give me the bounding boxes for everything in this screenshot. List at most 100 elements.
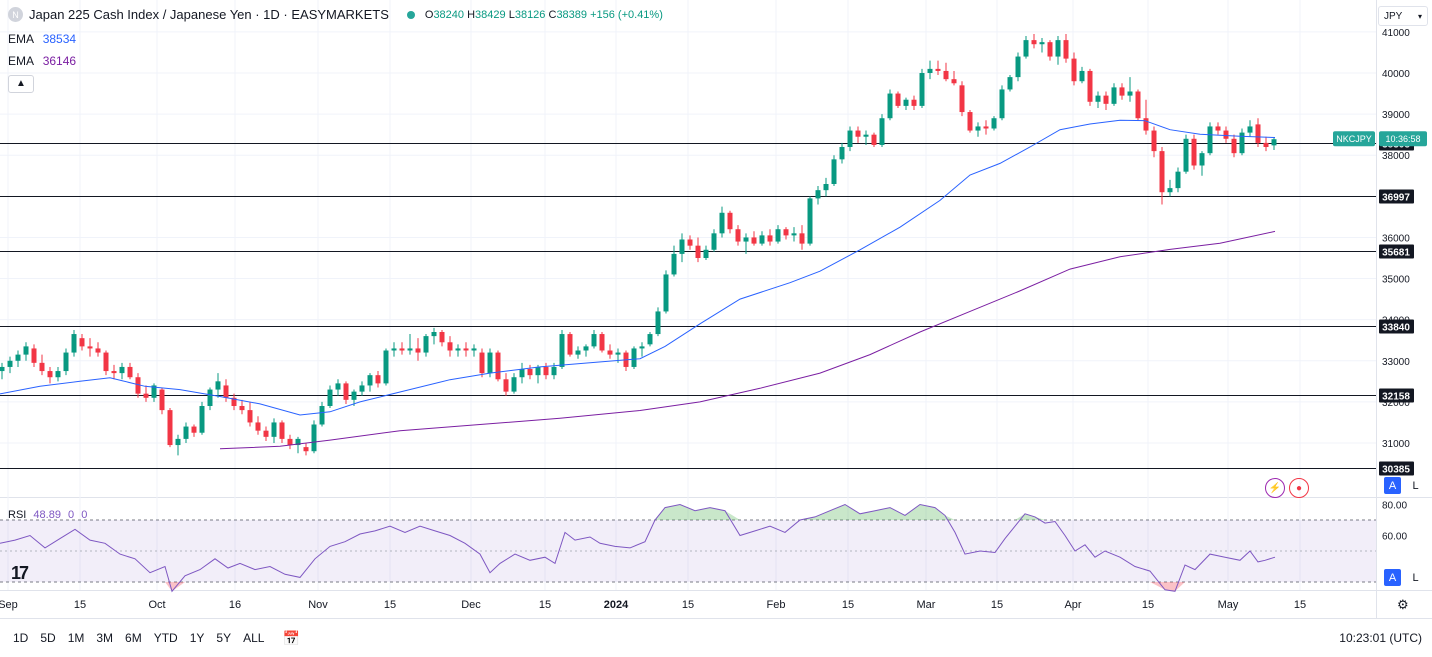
candle-body (71, 334, 77, 353)
price-level-tag (1379, 244, 1414, 259)
candle-body (335, 383, 341, 390)
candle-body (431, 332, 437, 337)
candle-body (135, 377, 141, 394)
y-tick-label: 41000 (1382, 28, 1410, 39)
candle-body (1175, 171, 1181, 189)
candle-body (375, 375, 381, 384)
candle-body (231, 397, 237, 406)
candle-body (223, 385, 229, 398)
candle-body (1039, 42, 1045, 45)
candle-body (863, 134, 869, 137)
time-axis: Sep 15 Oct 16 Nov 15 Dec 15 2024 15 Feb 15 Mar 15 Apr 1… (0, 599, 1306, 611)
candle-body (487, 352, 493, 374)
rsi-pane: 60.00 80.00 (0, 501, 1407, 593)
candle-body (55, 371, 61, 378)
candle-body (959, 85, 965, 113)
chart-background (0, 0, 1432, 618)
candle-body (1247, 126, 1253, 133)
rsi-overbought-fill (710, 507, 725, 520)
range-ytd[interactable]: YTD (153, 631, 178, 645)
range-5y[interactable]: 5Y (216, 631, 232, 645)
symbol-title[interactable]: Japan 225 Cash Index / Japanese Yen · 1D… (29, 7, 389, 22)
candle-body (479, 352, 485, 374)
rsi-overbought-fill (830, 504, 845, 520)
candle-body (407, 348, 413, 351)
bottom-toolbar: 1D 5D 1M 3M 6M YTD 1Y 5Y ALL 📅 10:23:01 … (0, 618, 1432, 657)
candle-body (767, 235, 773, 242)
candle-body (879, 118, 885, 145)
candle-body (647, 334, 653, 345)
candle-body (159, 389, 165, 411)
range-1y[interactable]: 1Y (189, 631, 205, 645)
candle-body (463, 348, 469, 351)
range-3m[interactable]: 3M (96, 631, 114, 645)
candle-body (263, 430, 269, 437)
candle-body (455, 348, 461, 351)
candle-body (1103, 95, 1109, 104)
candle-body (367, 375, 373, 386)
candle-body (167, 410, 173, 446)
ema-legend-1[interactable]: EMA 38534 (8, 32, 76, 46)
rsi-legend[interactable]: RSI 48.89 0 0 (8, 509, 88, 521)
gear-icon[interactable]: ⚙ (1397, 597, 1409, 612)
rsi-oversold-fill (1150, 582, 1165, 590)
calendar-icon[interactable]: 📅 (282, 629, 300, 646)
lightning-icon[interactable]: ⚡ (1265, 478, 1285, 498)
range-1m[interactable]: 1M (67, 631, 85, 645)
utc-clock[interactable]: 10:23:01 (UTC) (1339, 631, 1422, 645)
candle-body (1063, 40, 1069, 59)
ema-lines (0, 119, 1276, 450)
countdown-label: 10:36:58 (1385, 134, 1420, 144)
candle-body (703, 249, 709, 258)
rsi-overbought-fill (1025, 513, 1035, 520)
range-5d[interactable]: 5D (40, 631, 56, 645)
candle-body (63, 352, 69, 372)
currency-selector[interactable]: JPY ▾ (1378, 6, 1428, 26)
candle-body (1007, 77, 1013, 90)
rsi-label: RSI (8, 509, 27, 521)
log-scale-button[interactable]: L (1412, 479, 1419, 492)
candle-body (471, 348, 477, 351)
candle-body (1047, 42, 1053, 57)
price-level-tag (1379, 319, 1414, 334)
candle-body (95, 348, 101, 353)
rsi-oversold-fill (1165, 582, 1175, 592)
candle-body (1079, 70, 1085, 82)
range-6m[interactable]: 6M (125, 631, 142, 645)
candle-body (967, 112, 973, 131)
rsi-log-scale-button[interactable]: L (1412, 571, 1419, 584)
candle-body (255, 422, 261, 431)
candle-series (0, 33, 1277, 456)
candle-body (1183, 138, 1189, 172)
candle-body (639, 346, 645, 349)
candle-body (215, 381, 221, 390)
rsi-auto-scale-button[interactable]: A (1384, 569, 1401, 586)
rsi-overbought-fill (920, 504, 935, 520)
candle-body (999, 89, 1005, 119)
symbol-tag-label: NKCJPY (1336, 134, 1372, 144)
range-all[interactable]: ALL (243, 631, 265, 645)
record-icon[interactable]: ● (1289, 478, 1309, 498)
candle-body (983, 126, 989, 129)
x-tick-label: 16 (229, 599, 241, 611)
rsi-y-tick-label: 80.00 (1382, 501, 1407, 512)
price-level-label: 30385 (1382, 465, 1410, 476)
candle-body (311, 424, 317, 452)
candle-body (191, 426, 197, 433)
candle-body (103, 352, 109, 372)
candle-body (143, 393, 149, 398)
rsi-overbought-fill (935, 507, 945, 520)
candle-body (775, 229, 781, 242)
collapse-legend-button[interactable]: ▲ (8, 75, 34, 93)
candle-body (527, 369, 533, 376)
candle-body (943, 70, 949, 80)
candle-body (31, 348, 37, 363)
candle-body (807, 198, 813, 244)
range-1d[interactable]: 1D (13, 631, 29, 645)
candle-body (887, 93, 893, 119)
ema-legend-2[interactable]: EMA 36146 (8, 54, 76, 68)
x-tick-label: 15 (384, 599, 396, 611)
auto-scale-button[interactable]: A (1384, 477, 1401, 494)
candle-body (439, 332, 445, 343)
